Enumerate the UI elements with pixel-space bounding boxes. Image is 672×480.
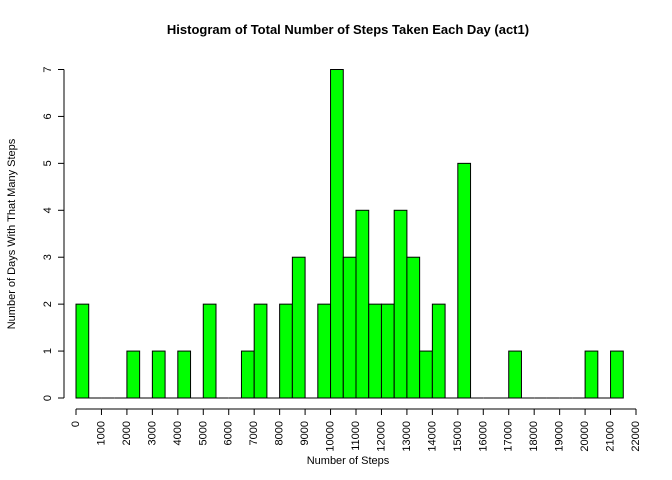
histogram-bar [330, 69, 344, 399]
x-axis: 0 1000 2000 3000 4000 5000 6000 7000 8000 9000 100… [70, 408, 642, 452]
x-tick-label: 5000 [197, 421, 209, 445]
x-tick-label: 9000 [299, 421, 311, 445]
histogram-bar [151, 350, 166, 399]
x-tick-label: 2000 [121, 421, 133, 445]
x-tick-label: 22000 [630, 421, 642, 452]
y-axis: 0 1 2 3 4 5 6 7 [42, 66, 65, 401]
x-axis-label: Number of Steps [307, 455, 390, 467]
y-tick-label: 6 [42, 113, 54, 119]
histogram-bar [291, 256, 306, 399]
x-tick-label: 10000 [325, 421, 337, 452]
x-tick-label: 6000 [223, 421, 235, 445]
x-tick-label: 11000 [350, 421, 362, 451]
histogram-bar [393, 209, 408, 399]
histogram-bar [317, 303, 332, 399]
x-tick-label: 19000 [554, 421, 566, 452]
x-tick-label: 0 [70, 421, 82, 427]
y-axis-label: Number of Days With That Many Steps [6, 138, 18, 329]
x-tick-label: 3000 [146, 421, 158, 445]
histogram-bar [75, 303, 90, 399]
histogram-bar [508, 350, 522, 399]
bars-group [75, 69, 624, 399]
x-tick-label: 21000 [605, 421, 617, 452]
y-tick-label: 4 [42, 207, 54, 213]
histogram-bar [380, 303, 395, 399]
y-tick-label: 0 [42, 395, 54, 401]
y-tick-label: 1 [42, 348, 54, 354]
histogram-bar [419, 350, 433, 399]
y-tick-label: 5 [42, 160, 54, 166]
histogram-bar [584, 350, 599, 399]
x-tick-label: 17000 [503, 421, 515, 452]
y-tick-label: 3 [42, 254, 54, 260]
histogram-bar [368, 303, 382, 399]
histogram-bar [431, 303, 446, 399]
histogram-bar [355, 209, 370, 399]
histogram-bar [406, 256, 421, 399]
histogram-bar [610, 350, 624, 399]
histogram-bar [202, 303, 217, 399]
x-tick-label: 20000 [579, 421, 591, 452]
histogram-bar [240, 350, 255, 399]
histogram-bar [253, 303, 268, 399]
histogram-bar [457, 162, 472, 399]
y-tick-label: 2 [42, 301, 54, 307]
x-tick-label: 4000 [172, 421, 184, 445]
x-tick-label: 18000 [528, 421, 540, 452]
x-tick-label: 16000 [477, 421, 489, 452]
x-tick-label: 14000 [426, 421, 438, 452]
x-tick-label: 8000 [274, 421, 286, 445]
histogram-bar [177, 350, 192, 399]
x-tick-label: 13000 [401, 421, 413, 452]
x-tick-label: 12000 [375, 421, 387, 452]
x-tick-label: 7000 [248, 421, 260, 445]
histogram-bar [126, 350, 141, 399]
x-tick-label: 15000 [452, 421, 464, 452]
histogram-bar [279, 303, 293, 399]
chart-title: Histogram of Total Number of Steps Taken… [167, 22, 529, 37]
histogram-bar [342, 256, 357, 399]
x-tick-label: 1000 [95, 421, 107, 445]
y-tick-label: 7 [42, 66, 54, 72]
